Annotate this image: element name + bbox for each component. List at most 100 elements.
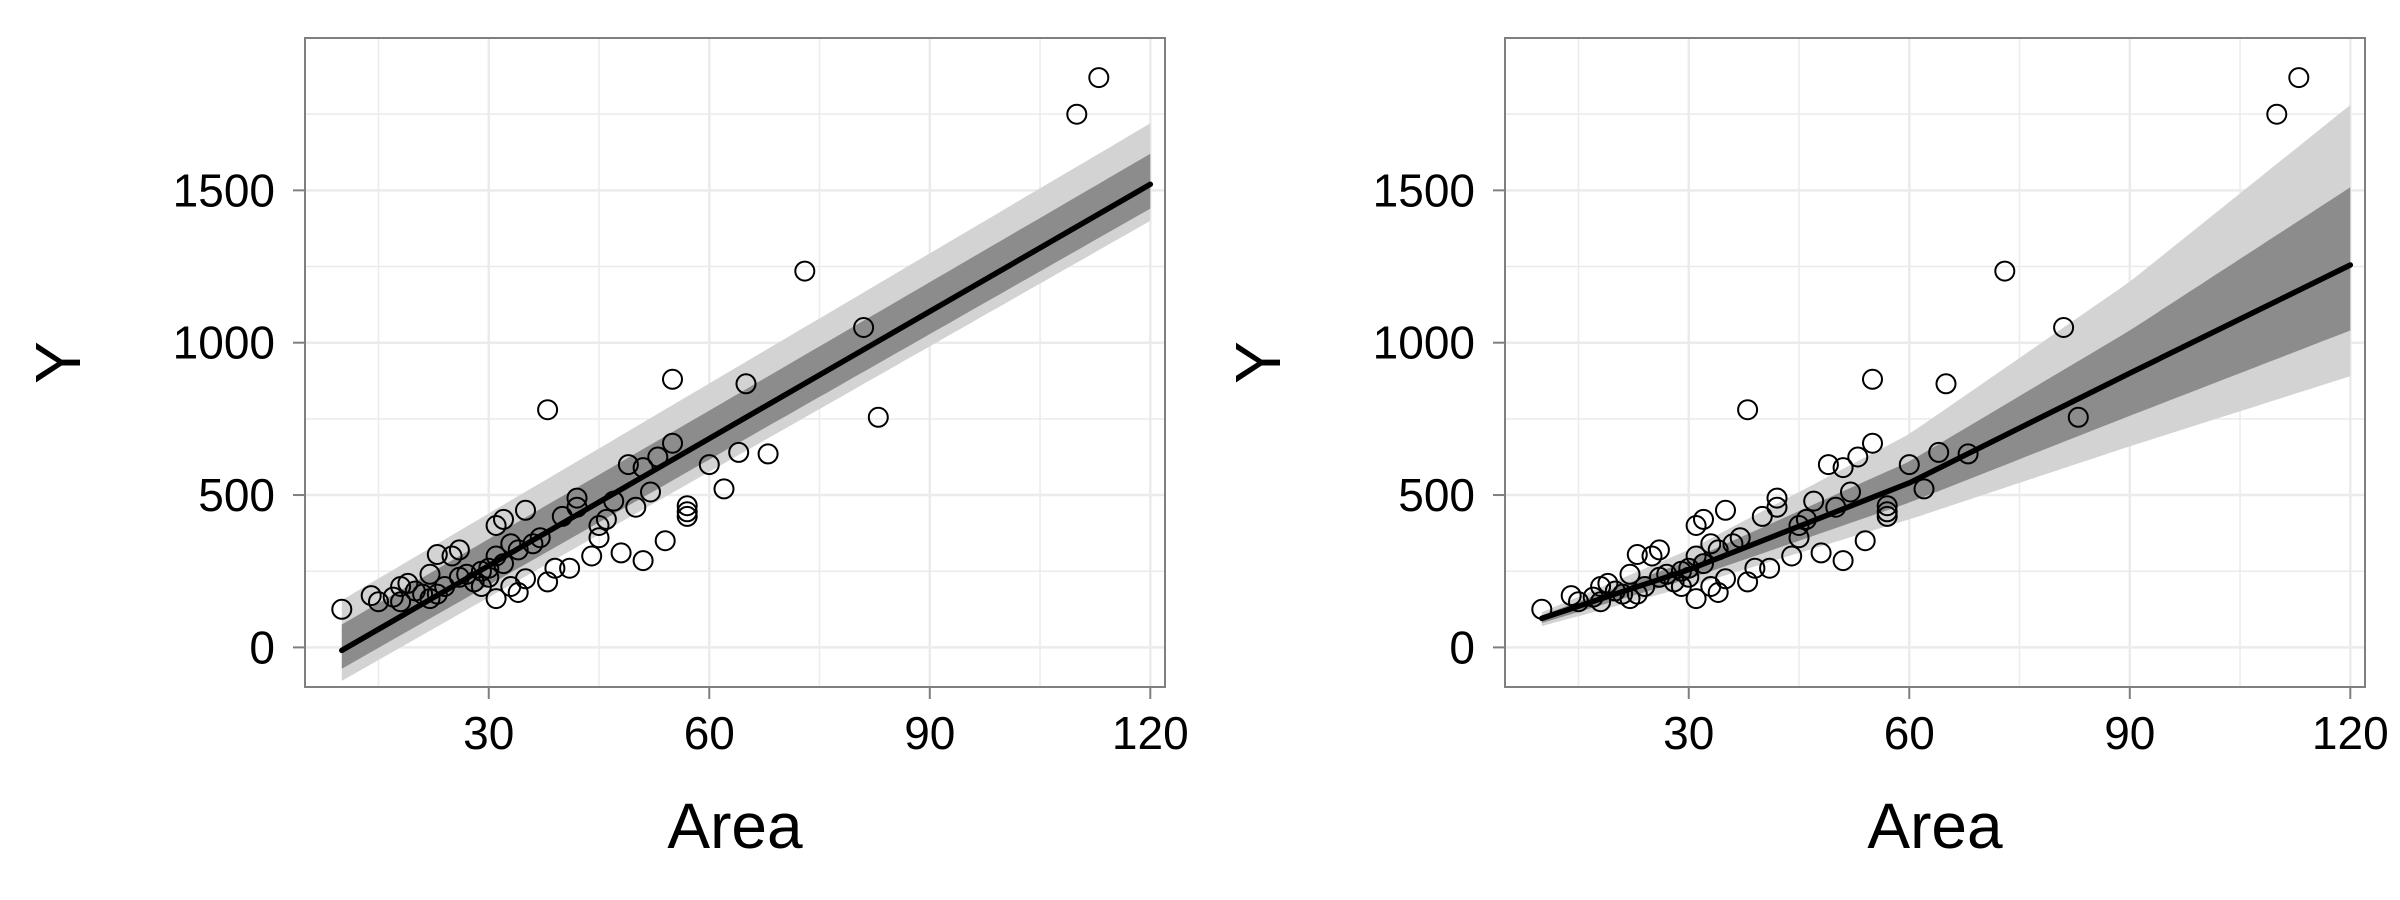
data-point: [426, 544, 448, 565]
data-point: [1810, 542, 1832, 564]
data-point: [1700, 533, 1722, 555]
data-point: [1759, 557, 1781, 579]
data-point: [1825, 496, 1847, 518]
data-point: [1744, 557, 1766, 579]
data-point: [537, 399, 559, 421]
data-point: [1781, 545, 1803, 567]
data-point: [529, 527, 551, 549]
data-point: [448, 539, 470, 561]
data-point: [654, 530, 676, 552]
data-point: [647, 446, 669, 468]
data-point: [478, 557, 500, 579]
data-point: [728, 441, 750, 463]
y-tick-label: 1000: [173, 317, 275, 369]
x-axis-title: Area: [667, 790, 803, 862]
data-point: [493, 553, 514, 575]
data-point: [1817, 454, 1839, 476]
data-point: [1876, 505, 1898, 527]
data-point: [662, 432, 683, 454]
data-point: [2266, 103, 2288, 125]
data-point: [426, 583, 448, 605]
data-point: [1560, 585, 1582, 607]
data-point: [2288, 67, 2310, 89]
data-point: [632, 457, 654, 479]
data-point: [1788, 515, 1810, 536]
data-point: [853, 317, 875, 338]
data-point: [566, 496, 588, 518]
data-point: [1715, 568, 1736, 590]
data-point: [485, 515, 507, 536]
data-point: [559, 557, 581, 579]
x-tick-label: 90: [2104, 707, 2155, 759]
data-point: [566, 487, 588, 509]
data-point: [1751, 505, 1773, 527]
data-point: [1693, 553, 1714, 575]
data-point: [640, 481, 661, 503]
y-tick-label: 1500: [173, 164, 275, 216]
data-point: [360, 585, 382, 607]
data-point: [1531, 598, 1553, 620]
data-point: [1619, 563, 1641, 585]
data-point: [1898, 454, 1920, 476]
data-point: [1715, 499, 1736, 521]
data-point: [441, 545, 463, 567]
x-tick-label: 120: [1112, 707, 1189, 759]
data-point: [1722, 533, 1744, 555]
data-point: [1847, 446, 1869, 468]
data-point: [1832, 550, 1854, 572]
data-point: [794, 260, 816, 282]
data-point: [1876, 495, 1898, 517]
data-point: [485, 545, 507, 567]
data-point: [1590, 591, 1612, 613]
data-point: [434, 576, 456, 597]
y-tick-label: 0: [249, 621, 275, 673]
y-tick-label: 1000: [1373, 317, 1475, 369]
data-point: [1957, 443, 1979, 465]
data-point: [735, 373, 757, 395]
data-point: [1648, 539, 1670, 561]
data-point: [1568, 591, 1589, 613]
data-point: [1729, 527, 1751, 549]
data-point: [698, 454, 720, 476]
data-point: [632, 550, 654, 572]
data-point: [522, 533, 544, 555]
data-point: [676, 501, 698, 523]
x-axis-title: Area: [1867, 790, 2003, 862]
y-tick-label: 500: [1398, 469, 1475, 521]
data-point: [485, 588, 507, 610]
data-point: [1685, 588, 1707, 610]
data-point: [500, 533, 522, 555]
data-point: [1803, 490, 1825, 512]
data-point: [713, 478, 735, 500]
data-point: [1766, 487, 1788, 509]
data-point: [617, 454, 639, 476]
data-point: [537, 571, 559, 593]
panel-border: [304, 37, 1166, 688]
data-point: [1685, 545, 1707, 567]
data-point: [1693, 508, 1714, 530]
data-point: [2053, 317, 2075, 338]
data-point: [2067, 406, 2089, 428]
data-point: [867, 406, 889, 428]
panel-right: 0 500 1000 1500 30 60 90 120 Area Y: [1222, 37, 2389, 862]
data-point: [368, 591, 389, 613]
panel-border: [1504, 37, 2366, 688]
data-point: [1634, 576, 1656, 597]
band-inner: [341, 153, 1151, 669]
data-point: [507, 582, 529, 603]
data-point: [581, 545, 603, 567]
data-point: [595, 508, 617, 530]
data-point: [544, 557, 566, 579]
data-point: [1626, 544, 1648, 565]
data-point: [1766, 496, 1788, 518]
x-tick-label: 120: [2312, 707, 2389, 759]
y-tick-label: 1500: [1373, 164, 1475, 216]
y-tick-label: 500: [198, 469, 275, 521]
data-point: [1928, 441, 1950, 463]
data-point: [1876, 501, 1898, 523]
data-point: [1626, 583, 1648, 605]
data-point: [662, 368, 683, 390]
data-point: [625, 496, 647, 518]
data-point: [1913, 478, 1935, 500]
